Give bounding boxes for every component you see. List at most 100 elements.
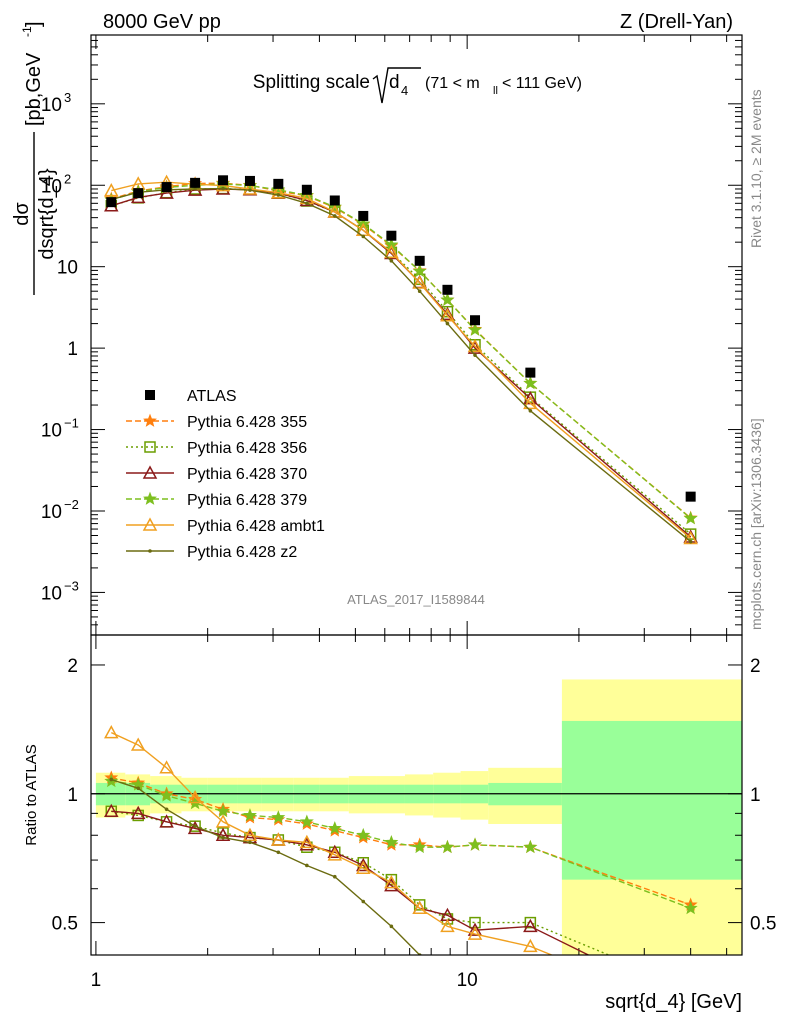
ratio-series-marker (327, 821, 342, 835)
x-tick-label: 10 (457, 970, 478, 991)
main-series-marker (523, 395, 538, 410)
ratio-series-marker (384, 875, 399, 889)
title-symbol: d (389, 72, 400, 93)
title-symbol-sub: 4 (401, 83, 408, 98)
main-series-marker (193, 187, 197, 191)
main-series-line (111, 181, 692, 539)
rivet-version: Rivet 3.1.10, ≥ 2M events (748, 89, 764, 248)
title-main: Splitting scale (253, 72, 370, 93)
main-series-marker (440, 292, 455, 306)
ratio-series-marker (159, 788, 174, 802)
mcplots-source: mcplots.cern.ch [arXiv:1306.3436] (748, 418, 764, 630)
main-series-marker (528, 408, 533, 413)
main-title: Splitting scale d 4 (71 < m ll < 111 GeV… (253, 67, 582, 104)
ratio-series-marker (248, 840, 252, 845)
ratio-y-tick-label-left: 1 (67, 785, 78, 806)
ratio-series-marker (242, 827, 258, 842)
legend-label: Pythia 6.428 379 (187, 492, 307, 509)
ratio-series-marker (215, 827, 231, 842)
main-series-line (111, 187, 692, 543)
main-y-tick-label: 10 (41, 583, 62, 604)
ratio-series-marker (523, 938, 538, 953)
ratio-series-marker (327, 847, 343, 861)
legend-atlas-marker (145, 390, 155, 400)
main-series-lines (104, 174, 698, 545)
atlas-data-point (106, 197, 117, 208)
main-series-marker (523, 375, 538, 390)
main-series-marker (417, 289, 422, 294)
ratio-series-marker (468, 837, 482, 851)
main-y-tick-exponent: −2 (64, 497, 79, 512)
atlas-data-point (161, 182, 172, 193)
ratio-series-marker (216, 803, 230, 818)
ratio-series-line (111, 810, 611, 955)
main-y-tick-label: 10 (41, 502, 62, 523)
main-series-marker (683, 511, 698, 525)
ratio-band-green (561, 720, 742, 880)
ratio-series-line (111, 780, 691, 909)
legend-atlas-label: ATLAS (187, 388, 237, 405)
ratio-y-tick-label-right: 2 (750, 656, 761, 677)
legend: ATLAS Pythia 6.428 355 Pythia 6.428 356 Pyt… (126, 388, 325, 561)
analysis-watermark: ATLAS_2017_I1589844 (347, 592, 485, 607)
ratio-y-tick-label-right: 0.5 (750, 914, 776, 935)
atlas-data-point (414, 255, 425, 266)
main-series-marker (221, 186, 225, 191)
ratio-series-group (104, 725, 698, 955)
ylabel-unit-end: ] (23, 21, 45, 27)
ratio-series-marker (523, 918, 538, 933)
ylabel-denominator: dsqrt{d_4} (36, 168, 58, 260)
atlas-data-point (442, 284, 453, 295)
main-y-tick-exponent: 3 (64, 90, 71, 105)
main-data-points (106, 175, 696, 502)
ylabel-unit: [pb,GeV (23, 52, 45, 126)
atlas-data-point (525, 367, 536, 378)
title-cut: (71 < m (425, 75, 480, 92)
main-series-marker (271, 185, 286, 199)
ratio-y-tick-label-left: 0.5 (52, 914, 78, 935)
main-ylabel: dσ dsqrt{d_4} [pb,GeV -1 ] (11, 21, 58, 295)
ratio-series-marker (130, 737, 146, 751)
ratio-series-marker (271, 832, 286, 846)
atlas-data-point (329, 195, 340, 206)
atlas-data-point (133, 188, 144, 199)
main-series-line (111, 188, 692, 538)
ratio-series-marker (412, 900, 427, 915)
atlas-data-point (244, 175, 255, 186)
main-series-marker (440, 308, 455, 322)
legend-label: Pythia 6.428 ambt1 (187, 518, 325, 535)
main-series-line (111, 187, 692, 535)
main-y-tick-exponent: −3 (64, 578, 79, 593)
main-series-marker (688, 539, 693, 544)
ratio-series-marker (356, 827, 371, 842)
main-series-marker (332, 214, 337, 218)
ratio-series-marker (242, 808, 257, 822)
main-series-marker (441, 305, 454, 318)
main-series-marker (248, 188, 252, 192)
atlas-data-point (470, 315, 481, 326)
ratio-series-marker (276, 850, 281, 855)
main-series-marker (412, 275, 427, 289)
ratio-series-marker (355, 857, 371, 872)
ratio-series-marker (305, 863, 309, 868)
main-series-marker (305, 201, 309, 206)
ratio-uncertainty-bands (91, 679, 742, 955)
ratio-series-marker (104, 803, 119, 818)
ratio-series-marker (384, 835, 399, 849)
main-y-tick-label: 10 (41, 95, 62, 116)
x-tick-label: 1 (91, 970, 102, 991)
ratio-plot-frame (90, 634, 743, 956)
ratio-series-lines (104, 725, 698, 955)
ratio-series-line (111, 731, 554, 955)
legend-marker (142, 465, 158, 479)
legend-label: Pythia 6.428 z2 (187, 544, 297, 561)
x-axis-label: sqrt{d_4} [GeV] (605, 991, 742, 1013)
ratio-series-marker (440, 839, 455, 854)
ratio-series-marker (361, 899, 366, 904)
ratio-series-marker (159, 814, 174, 828)
ratio-series-marker (221, 835, 225, 840)
ratio-series-line (111, 778, 421, 955)
main-y-tick-label: 10 (41, 421, 62, 442)
atlas-data-point (358, 210, 369, 221)
